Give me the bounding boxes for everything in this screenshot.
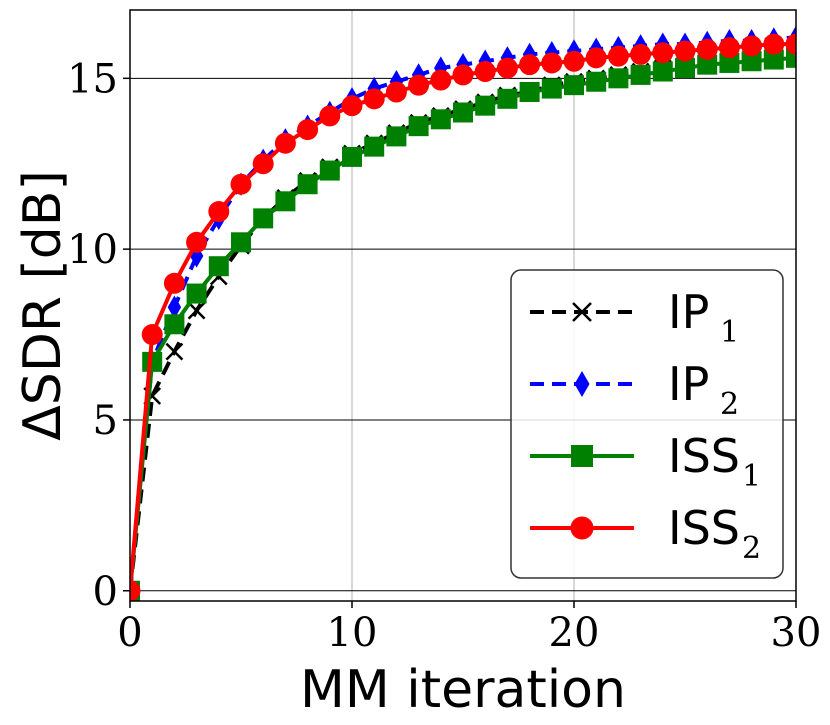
data-point — [475, 95, 496, 116]
y-axis-label: ΔSDR [dB] — [13, 170, 73, 441]
data-point — [741, 51, 762, 72]
data-point — [319, 105, 341, 127]
data-point — [741, 35, 763, 57]
tick-layer: 0 10 20 30 0 5 10 15 — [67, 56, 821, 656]
data-point — [364, 136, 385, 157]
series-iss1 — [130, 47, 796, 601]
data-point — [142, 351, 163, 372]
data-point — [585, 47, 607, 69]
data-point — [130, 580, 141, 601]
legend-marker — [574, 371, 590, 397]
data-point — [453, 102, 473, 123]
data-point — [519, 54, 541, 76]
legend-subscript: 2 — [720, 387, 739, 422]
data-point — [563, 50, 585, 72]
data-point — [674, 40, 696, 62]
data-point — [696, 38, 718, 60]
data-point — [186, 283, 207, 304]
legend-marker — [570, 516, 594, 540]
data-point — [785, 33, 796, 55]
data-point — [763, 49, 784, 70]
data-point — [786, 47, 796, 68]
legend-subscript: 1 — [720, 315, 739, 350]
legend-marker — [571, 445, 593, 467]
legend-subscript: 2 — [742, 531, 761, 566]
data-point — [586, 71, 607, 92]
plot-frame — [129, 9, 797, 602]
data-point — [434, 56, 448, 80]
data-point — [186, 231, 208, 253]
x-tick-label: 0 — [117, 610, 142, 656]
data-point — [208, 201, 230, 223]
legend-entry: IP 1 — [530, 285, 739, 350]
legend-subscript: 1 — [742, 459, 761, 494]
legend-label: ISS — [668, 501, 740, 555]
data-point — [519, 81, 540, 102]
y-tick-label: 10 — [67, 227, 118, 273]
data-point — [275, 191, 296, 212]
data-point — [252, 153, 274, 175]
data-point — [253, 208, 274, 229]
data-point — [297, 119, 319, 141]
y-tick-label: 15 — [67, 56, 118, 102]
series-layer — [130, 25, 796, 601]
data-point — [319, 160, 340, 181]
data-point — [719, 52, 740, 73]
data-point — [697, 54, 718, 75]
data-point — [430, 69, 452, 91]
data-point — [541, 78, 562, 99]
data-point — [497, 88, 518, 109]
x-tick-label: 30 — [771, 610, 822, 656]
x-tick-label: 20 — [549, 610, 600, 656]
data-point — [452, 64, 474, 86]
legend-box — [510, 269, 784, 579]
data-point — [208, 256, 229, 277]
data-point — [608, 68, 629, 89]
data-point — [630, 64, 651, 85]
series-iss2 — [130, 33, 796, 601]
data-point — [496, 57, 518, 79]
legend-label: ISS — [668, 429, 740, 483]
data-point — [167, 295, 182, 319]
data-point — [652, 42, 674, 64]
x-axis-label: MM iteration — [300, 660, 626, 720]
data-point — [408, 74, 430, 96]
data-point — [141, 324, 163, 346]
data-point — [165, 342, 184, 361]
legend-entry: IP 2 — [530, 357, 739, 422]
data-point — [385, 81, 407, 103]
data-point — [163, 272, 185, 294]
data-point — [342, 146, 362, 167]
data-point — [274, 132, 296, 154]
legend-marker — [572, 302, 592, 322]
data-point — [564, 75, 584, 96]
data-point — [652, 61, 673, 82]
data-point — [607, 45, 629, 67]
data-point — [675, 58, 695, 79]
data-point — [363, 88, 385, 110]
data-point — [341, 95, 363, 117]
data-point — [541, 52, 563, 74]
legend-entry: ISS 2 — [530, 501, 761, 566]
data-point — [474, 60, 496, 82]
legend-entry: ISS 1 — [530, 429, 761, 494]
data-point — [297, 174, 318, 195]
y-tick-label: 0 — [93, 569, 118, 615]
data-point — [164, 314, 185, 335]
data-point — [386, 126, 407, 147]
data-point — [230, 173, 252, 195]
legend-label: IP — [668, 357, 709, 411]
legend-label: IP — [668, 285, 709, 339]
y-tick-label: 5 — [93, 398, 118, 444]
data-point — [231, 232, 251, 253]
data-point — [430, 109, 451, 130]
data-point — [187, 301, 206, 320]
data-point — [630, 43, 652, 65]
data-point — [408, 116, 429, 137]
x-tick-label: 10 — [327, 610, 378, 656]
data-point — [763, 33, 785, 55]
data-point — [718, 37, 740, 59]
